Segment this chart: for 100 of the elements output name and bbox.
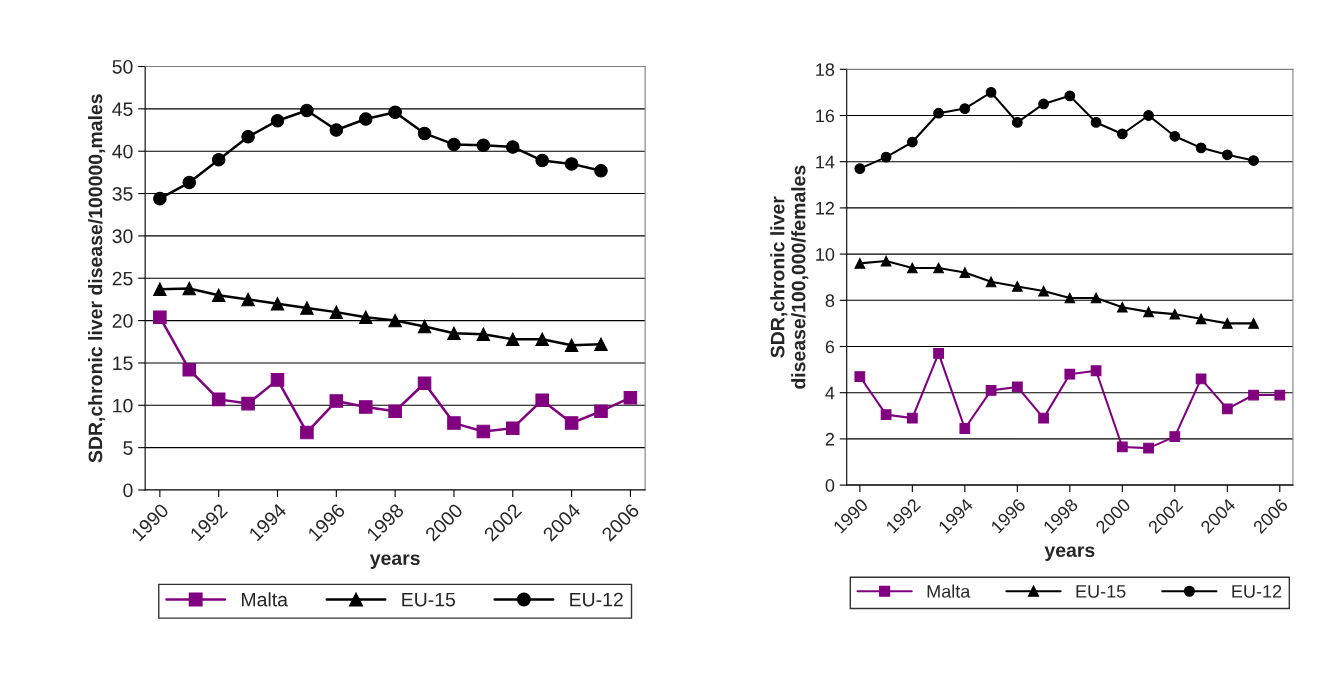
- point: [880, 409, 892, 421]
- point: [1143, 306, 1154, 318]
- point: [329, 394, 344, 408]
- point: [1248, 389, 1259, 401]
- legend-label: EU-15: [402, 592, 456, 607]
- point: [329, 305, 344, 319]
- point: [535, 153, 549, 168]
- point: [358, 112, 373, 126]
- point: [1248, 318, 1259, 329]
- point: [854, 163, 866, 175]
- point: [1038, 98, 1049, 110]
- point: [241, 130, 255, 144]
- point: [1038, 412, 1049, 424]
- legend-label: EU-15: [1076, 585, 1126, 598]
- point: [182, 175, 197, 190]
- point: [1090, 117, 1102, 128]
- y-tick-label: 20: [112, 314, 133, 328]
- point: [933, 262, 944, 274]
- point: [594, 337, 608, 352]
- point: [985, 385, 997, 396]
- y-axis-title: SDR,chronic liver disease/100000,males: [88, 94, 106, 463]
- point: [564, 338, 579, 352]
- y-tick-label: 2: [825, 432, 835, 446]
- point: [1221, 403, 1233, 415]
- point: [506, 140, 520, 154]
- point: [1064, 90, 1076, 102]
- point: [388, 404, 402, 418]
- y-tick-label: 0: [123, 483, 133, 498]
- point: [906, 262, 918, 274]
- point: [300, 103, 314, 118]
- y-tick-label: 8: [825, 294, 835, 308]
- point: [1064, 368, 1076, 380]
- point: [182, 362, 197, 377]
- y-axis-title: SDR,chronic liver disease/100,000/females: [770, 165, 809, 389]
- point: [417, 319, 432, 334]
- y-tick-label: 25: [112, 271, 133, 286]
- point: [182, 281, 197, 296]
- point: [153, 191, 167, 206]
- point: [1248, 155, 1259, 166]
- point: [1116, 301, 1128, 313]
- point: [476, 138, 491, 153]
- point: [270, 373, 285, 387]
- point: [153, 310, 167, 324]
- point: [300, 425, 314, 440]
- point: [1169, 130, 1181, 142]
- point: [854, 371, 866, 382]
- point: [623, 390, 638, 405]
- point: [535, 332, 549, 346]
- y-tick-label: 35: [112, 187, 133, 201]
- y-tick-label: 16: [816, 109, 835, 123]
- point: [933, 348, 944, 359]
- point: [300, 301, 314, 315]
- point: [1011, 117, 1023, 128]
- point: [270, 113, 285, 128]
- y-tick-label: 12: [816, 201, 835, 215]
- point: [241, 292, 255, 307]
- point: [417, 376, 432, 391]
- point: [211, 152, 226, 167]
- point: [906, 136, 918, 148]
- point: [417, 126, 432, 141]
- y-tick-label: 50: [112, 59, 133, 74]
- point: [358, 310, 373, 324]
- y-tick-label: 5: [123, 441, 133, 455]
- point: [1195, 373, 1207, 385]
- y-tick-label: 14: [816, 155, 835, 169]
- point: [933, 107, 944, 119]
- x-axis-title: years: [369, 554, 420, 569]
- legend-label: Malta: [927, 584, 971, 598]
- point: [329, 123, 344, 137]
- y-tick-label: 10: [816, 248, 835, 261]
- point: [1274, 389, 1286, 401]
- point: [535, 393, 549, 407]
- y-tick-label: 10: [113, 398, 133, 413]
- point: [594, 404, 608, 418]
- point: [959, 267, 971, 278]
- point: [388, 313, 402, 328]
- point: [241, 396, 255, 411]
- point: [1011, 381, 1023, 393]
- point: [270, 296, 285, 311]
- point: [447, 137, 461, 152]
- y-tick-label: 30: [112, 229, 133, 244]
- point: [1169, 431, 1181, 442]
- y-tick-label: 40: [112, 144, 133, 159]
- point: [1116, 441, 1128, 453]
- point: [906, 412, 918, 424]
- point: [1169, 308, 1181, 320]
- point: [880, 255, 892, 267]
- y-tick-label: 0: [825, 479, 835, 492]
- point: [564, 157, 579, 171]
- point: [506, 332, 520, 346]
- point: [959, 423, 971, 434]
- point: [1116, 128, 1128, 140]
- point: [447, 326, 461, 341]
- legend-label: Malta: [242, 592, 288, 607]
- point: [959, 103, 971, 114]
- point: [880, 151, 892, 163]
- point: [1195, 142, 1207, 154]
- point: [447, 416, 461, 430]
- point: [1064, 292, 1076, 304]
- legend-label: EU-12: [570, 592, 623, 607]
